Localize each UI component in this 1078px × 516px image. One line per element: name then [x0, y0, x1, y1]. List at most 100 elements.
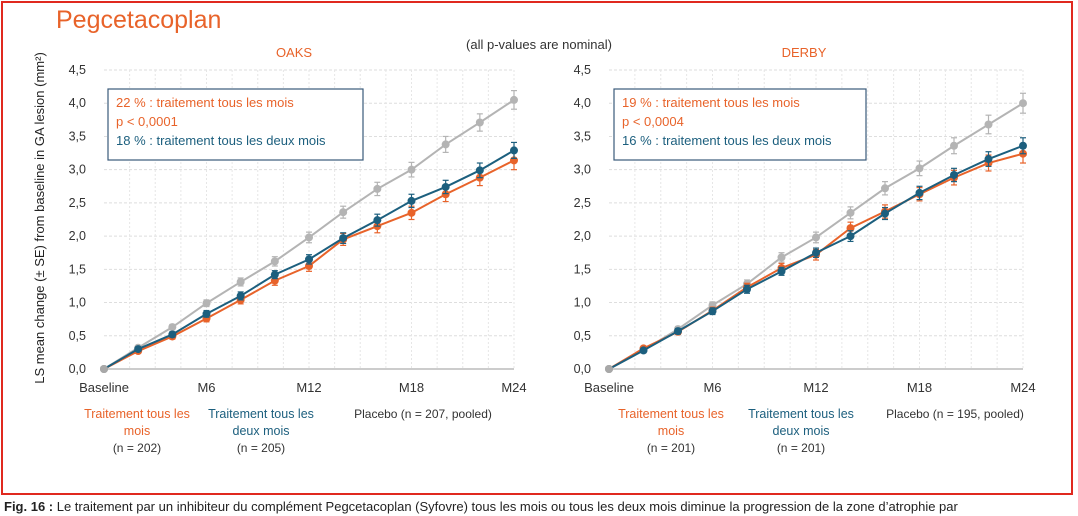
annotation-line: 18 % : traitement tous les deux mois: [116, 133, 326, 148]
data-point: [407, 165, 416, 174]
data-point: [915, 164, 924, 173]
y-axis-label: LS mean change (± SE) from baseline in G…: [32, 52, 47, 384]
data-point: [202, 309, 211, 318]
x-tick-label: M24: [1010, 380, 1035, 395]
y-tick-label: 3,5: [574, 129, 591, 143]
y-tick-label: 3,0: [69, 163, 86, 177]
figure-caption: Fig. 16 : Le traitement par un inhibiteu…: [4, 499, 958, 514]
chart-panel-derby: 0,0 0,5 1,0 1,5 2,0 2,5 3,0 3,5 4,0 4,5 Baseline M6…: [574, 45, 1036, 395]
panel-title: OAKS: [276, 45, 312, 60]
x-tick-label: Baseline: [584, 380, 634, 395]
annotation-box: [107, 88, 364, 161]
data-point: [674, 327, 682, 336]
annotation-line: 22 % : traitement tous les mois: [116, 95, 294, 110]
caption-label: Fig. 16 :: [4, 499, 54, 514]
chart-panel-oaks: 0,0 0,5 1,0 1,5 2,0 2,5 3,0 3,5 4,0 4,5 Baseline M6…: [69, 45, 527, 395]
data-point: [1019, 99, 1027, 108]
legend-label: Traitement tous les deux mois: [208, 407, 314, 438]
data-point: [605, 365, 613, 373]
legend-oaks-monthly: Traitement tous les mois (n = 202): [78, 406, 196, 457]
legend-label: Traitement tous les mois: [618, 407, 724, 438]
y-tick-label: 4,0: [69, 96, 86, 110]
legend-n: (n = 202): [112, 441, 162, 455]
annotation-line: 16 % : traitement tous les deux mois: [622, 133, 832, 148]
data-point: [168, 323, 177, 332]
data-point: [441, 190, 450, 199]
data-point: [168, 330, 177, 339]
data-point: [777, 267, 786, 276]
data-point: [270, 270, 279, 279]
legend-oaks-placebo: Placebo (n = 207, pooled): [338, 406, 508, 423]
data-point: [305, 255, 313, 264]
data-point: [881, 184, 889, 193]
data-point: [441, 182, 450, 191]
data-point: [510, 146, 518, 155]
legend-label: Traitement tous les mois: [84, 407, 190, 438]
data-point: [475, 118, 484, 127]
legend-derby-bimonthly: Traitement tous les deux mois (n = 201): [738, 406, 864, 457]
data-point: [339, 208, 348, 217]
legend-n: (n = 201): [646, 441, 696, 455]
data-point: [305, 233, 313, 242]
data-point: [441, 140, 450, 149]
annotation-line: p < 0,0001: [116, 114, 178, 129]
y-tick-label: 2,0: [69, 229, 86, 243]
y-tick-label: 1,0: [69, 296, 86, 310]
figure-frame: [1, 1, 1073, 495]
data-point: [639, 346, 648, 355]
data-point: [134, 345, 143, 354]
data-point: [202, 299, 211, 308]
legend-derby-monthly: Traitement tous les mois (n = 201): [617, 406, 725, 457]
data-point: [846, 232, 855, 241]
y-tick-label: 0,5: [69, 329, 86, 343]
p-value-note: (all p-values are nominal): [466, 37, 612, 52]
data-point: [984, 155, 993, 164]
annotation-box: [613, 88, 867, 161]
figure-title: Pegcetacoplan: [56, 6, 222, 34]
data-point: [812, 248, 820, 257]
x-tick-label: M12: [296, 380, 321, 395]
data-point: [100, 365, 108, 373]
annotation-line: p < 0,0004: [622, 114, 684, 129]
data-point: [270, 257, 279, 266]
data-point: [373, 184, 382, 193]
y-tick-label: 4,5: [574, 63, 591, 77]
x-tick-label: Baseline: [79, 380, 129, 395]
data-point: [846, 224, 855, 233]
data-point: [915, 188, 924, 197]
data-point: [339, 234, 348, 243]
y-tick-label: 2,0: [574, 229, 591, 243]
y-tick-label: 0,0: [574, 362, 591, 376]
y-tick-label: 1,5: [69, 262, 86, 276]
data-point: [475, 166, 484, 175]
panel-title: DERBY: [782, 45, 827, 60]
y-tick-label: 3,0: [574, 163, 591, 177]
y-tick-label: 0,0: [69, 362, 86, 376]
data-point: [812, 233, 820, 242]
legend-label: Placebo (n = 195, pooled): [886, 407, 1024, 421]
data-point: [407, 196, 416, 205]
data-point: [881, 209, 889, 218]
x-tick-label: M6: [197, 380, 215, 395]
data-point: [950, 141, 958, 150]
data-point: [407, 208, 416, 217]
y-tick-label: 4,0: [574, 96, 591, 110]
y-tick-label: 1,0: [574, 296, 591, 310]
y-tick-label: 2,5: [574, 196, 591, 210]
y-tick-label: 3,5: [69, 129, 86, 143]
legend-oaks-bimonthly: Traitement tous les deux mois (n = 205): [198, 406, 324, 457]
legend-derby-placebo: Placebo (n = 195, pooled): [870, 406, 1040, 423]
charts-svg: 0,0 0,5 1,0 1,5 2,0 2,5 3,0 3,5 4,0 4,5 Baseline M6…: [32, 45, 1036, 395]
data-point: [373, 216, 382, 225]
legend-n: (n = 205): [236, 441, 286, 455]
y-tick-label: 1,5: [574, 262, 591, 276]
x-tick-label: M24: [501, 380, 526, 395]
data-point: [950, 170, 958, 179]
legend-label: Placebo (n = 207, pooled): [354, 407, 492, 421]
legend-n: (n = 201): [776, 441, 826, 455]
legend-label: Traitement tous les deux mois: [748, 407, 854, 438]
x-tick-label: M12: [803, 380, 828, 395]
x-tick-label: M18: [399, 380, 424, 395]
y-tick-label: 4,5: [69, 63, 86, 77]
